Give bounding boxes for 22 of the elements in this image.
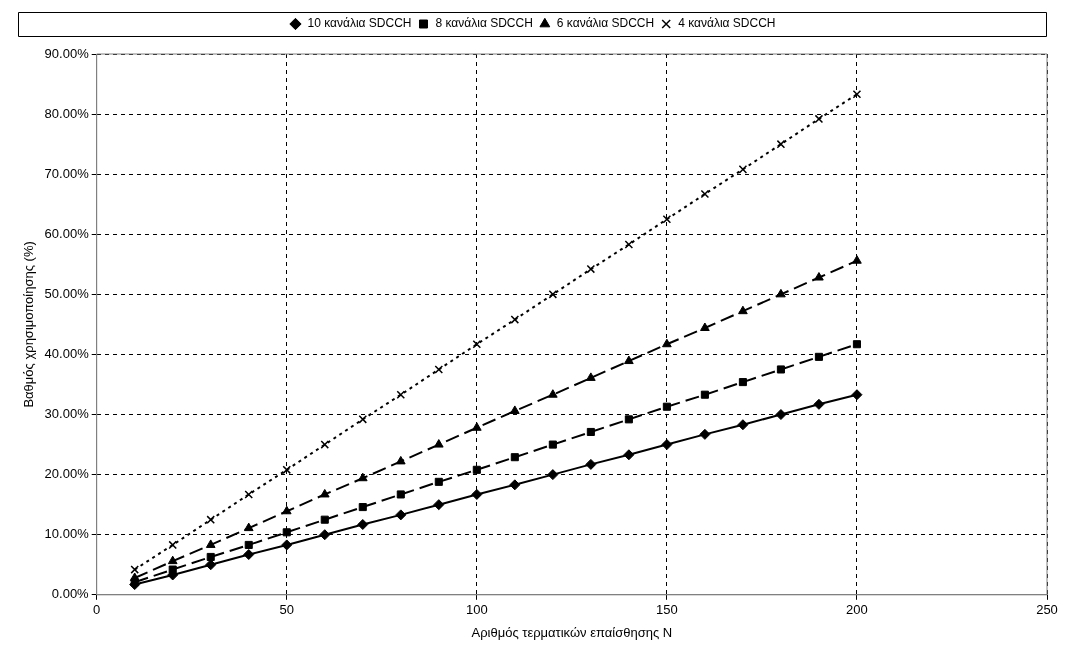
y-tick-label: 0.00% [51,586,90,602]
y-tick-label: 40.00% [44,346,90,362]
y-tick-label: 50.00% [44,285,90,301]
x-tick-label: 200 [846,602,868,618]
y-tick-label: 30.00% [44,406,90,422]
x-axis-title: Αριθμός τερματικών επαίσθησης N [471,624,673,640]
y-tick-label: 10.00% [44,526,90,542]
y-tick-label: 80.00% [44,105,90,121]
x-tick-label: 50 [279,602,294,618]
legend-label: 4 κανάλια SDCCH [678,16,776,31]
legend-label: 6 κανάλια SDCCH [556,16,655,31]
y-tick-label: 20.00% [44,466,90,482]
x-tick-label: 100 [465,602,488,618]
x-tick-label: 150 [656,602,678,618]
legend-label: 8 κανάλια SDCCH [435,16,533,31]
y-tick-label: 60.00% [44,225,90,241]
y-axis-title: Βαθμός χρησιμοποίησης (%) [21,241,37,408]
y-tick-label: 70.00% [44,165,90,181]
x-tick-label: 0 [93,602,101,618]
x-tick-label: 250 [1036,602,1058,618]
y-tick-label: 90.00% [44,45,90,61]
legend-label: 10 κανάλια SDCCH [307,16,412,31]
